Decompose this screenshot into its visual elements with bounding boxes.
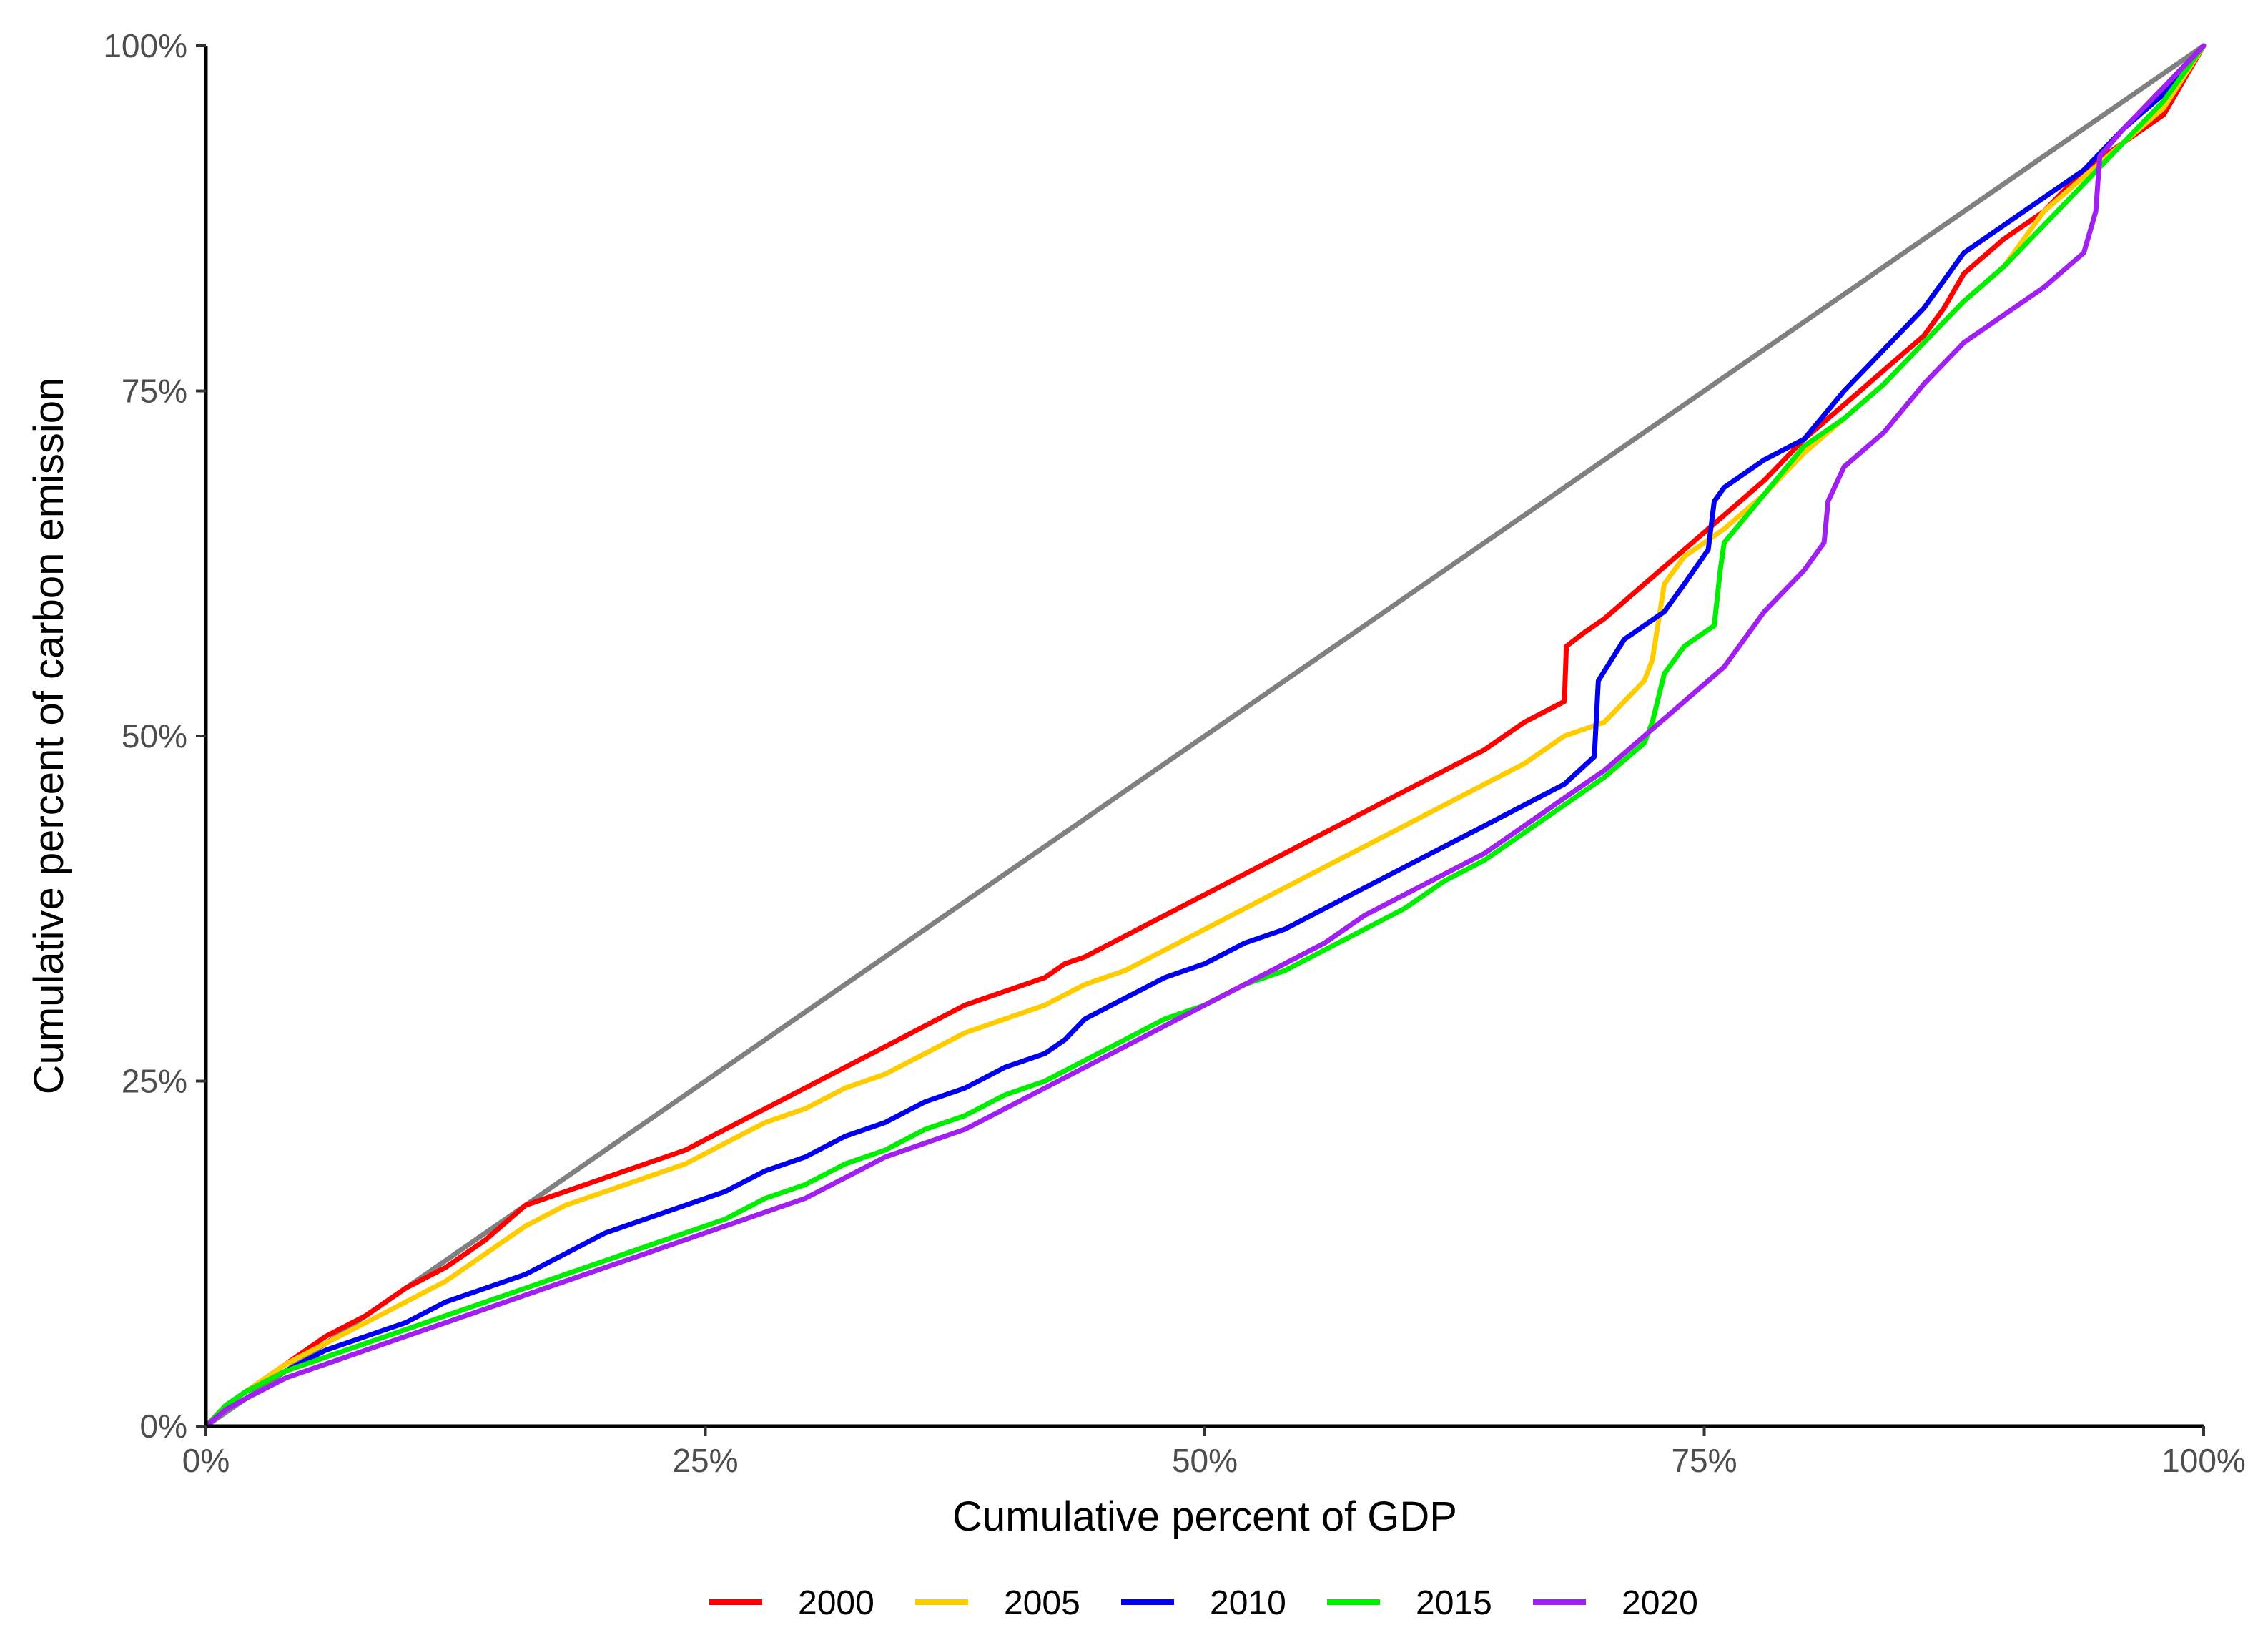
equality-line: [204, 44, 2205, 1428]
x-tick-label: 0%: [182, 1442, 230, 1479]
series-line-2015: [203, 43, 2207, 1429]
legend-label-2000: 2000: [798, 1584, 874, 1622]
x-axis-ticks: 0% 25% 50% 75% 100%: [182, 1426, 2246, 1479]
legend-label-2015: 2015: [1416, 1584, 1492, 1622]
x-tick-label: 75%: [1671, 1442, 1737, 1479]
series-layer: [203, 43, 2207, 1429]
series-line-2000: [203, 43, 2207, 1429]
y-tick-label: 50%: [122, 717, 187, 755]
y-axis-title: Cumulative percent of carbon emission: [26, 378, 72, 1095]
legend-label-2020: 2020: [1622, 1584, 1698, 1622]
y-tick-label: 100%: [103, 27, 187, 64]
legend-label-2010: 2010: [1210, 1584, 1286, 1622]
legend-label-2005: 2005: [1004, 1584, 1080, 1622]
legend: 2000 2005 2010 2015 2020: [709, 1584, 1698, 1622]
y-tick-label: 75%: [122, 373, 187, 410]
y-tick-label: 25%: [122, 1063, 187, 1100]
equality-line-layer: [204, 44, 2205, 1428]
y-tick-label: 0%: [140, 1408, 187, 1445]
x-tick-label: 25%: [672, 1442, 738, 1479]
y-axis-ticks: 0% 25% 50% 75% 100%: [103, 27, 206, 1445]
series-line-2020: [203, 43, 2207, 1429]
x-axis-title: Cumulative percent of GDP: [952, 1493, 1457, 1540]
x-tick-label: 50%: [1172, 1442, 1238, 1479]
series-line-2010: [203, 43, 2207, 1429]
x-tick-label: 100%: [2161, 1442, 2246, 1479]
